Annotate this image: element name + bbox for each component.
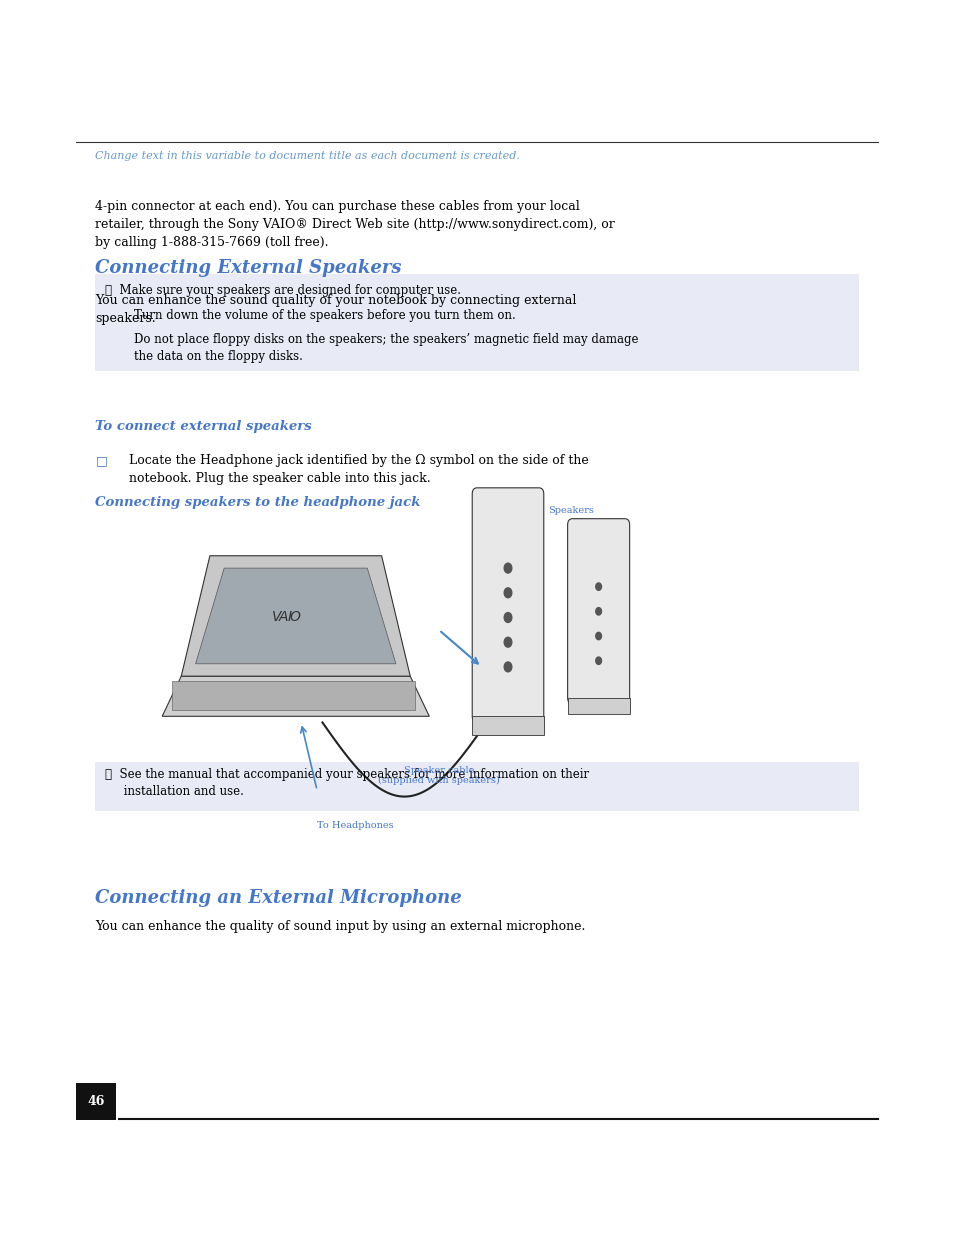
Text: ✏  See the manual that accompanied your speakers for more information on their
 : ✏ See the manual that accompanied your s…	[105, 768, 588, 798]
Text: Change text in this variable to document title as each document is created.: Change text in this variable to document…	[95, 151, 519, 161]
Circle shape	[595, 583, 600, 590]
FancyBboxPatch shape	[172, 682, 415, 710]
Circle shape	[503, 588, 511, 598]
Text: □: □	[95, 454, 107, 468]
Text: You can enhance the sound quality of your notebook by connecting external
speake: You can enhance the sound quality of you…	[95, 294, 577, 325]
Circle shape	[595, 632, 600, 640]
FancyBboxPatch shape	[95, 274, 858, 370]
FancyBboxPatch shape	[567, 519, 629, 704]
Text: 4-pin connector at each end). You can purchase these cables from your local
reta: 4-pin connector at each end). You can pu…	[95, 200, 615, 249]
Polygon shape	[181, 556, 410, 677]
Text: $\mathit{V\!AI\!O}$: $\mathit{V\!AI\!O}$	[271, 610, 301, 624]
FancyBboxPatch shape	[567, 698, 629, 714]
Text: Turn down the volume of the speakers before you turn them on.: Turn down the volume of the speakers bef…	[133, 309, 515, 322]
Circle shape	[503, 662, 511, 672]
Text: Do not place floppy disks on the speakers; the speakers’ magnetic field may dama: Do not place floppy disks on the speaker…	[133, 333, 638, 363]
FancyBboxPatch shape	[472, 716, 543, 735]
Circle shape	[595, 657, 600, 664]
FancyBboxPatch shape	[472, 488, 543, 722]
Text: Connecting External Speakers: Connecting External Speakers	[95, 259, 401, 278]
Text: 46: 46	[88, 1095, 105, 1108]
FancyBboxPatch shape	[76, 1083, 116, 1120]
Text: Speakers: Speakers	[548, 506, 594, 515]
Text: To Headphones: To Headphones	[316, 821, 394, 830]
Circle shape	[503, 563, 511, 573]
Circle shape	[503, 637, 511, 647]
Text: You can enhance the quality of sound input by using an external microphone.: You can enhance the quality of sound inp…	[95, 920, 585, 934]
Text: Connecting an External Microphone: Connecting an External Microphone	[95, 889, 461, 908]
Text: Speaker cable
(supplied with speakers): Speaker cable (supplied with speakers)	[377, 766, 499, 785]
Text: To connect external speakers: To connect external speakers	[95, 420, 312, 433]
Circle shape	[503, 613, 511, 622]
Polygon shape	[162, 677, 429, 716]
Polygon shape	[195, 568, 395, 664]
Text: Connecting speakers to the headphone jack: Connecting speakers to the headphone jac…	[95, 496, 420, 510]
Text: Locate the Headphone jack identified by the Ω symbol on the side of the
notebook: Locate the Headphone jack identified by …	[129, 454, 588, 485]
Circle shape	[595, 608, 600, 615]
FancyBboxPatch shape	[95, 762, 858, 811]
Text: ✏  Make sure your speakers are designed for computer use.: ✏ Make sure your speakers are designed f…	[105, 284, 460, 298]
